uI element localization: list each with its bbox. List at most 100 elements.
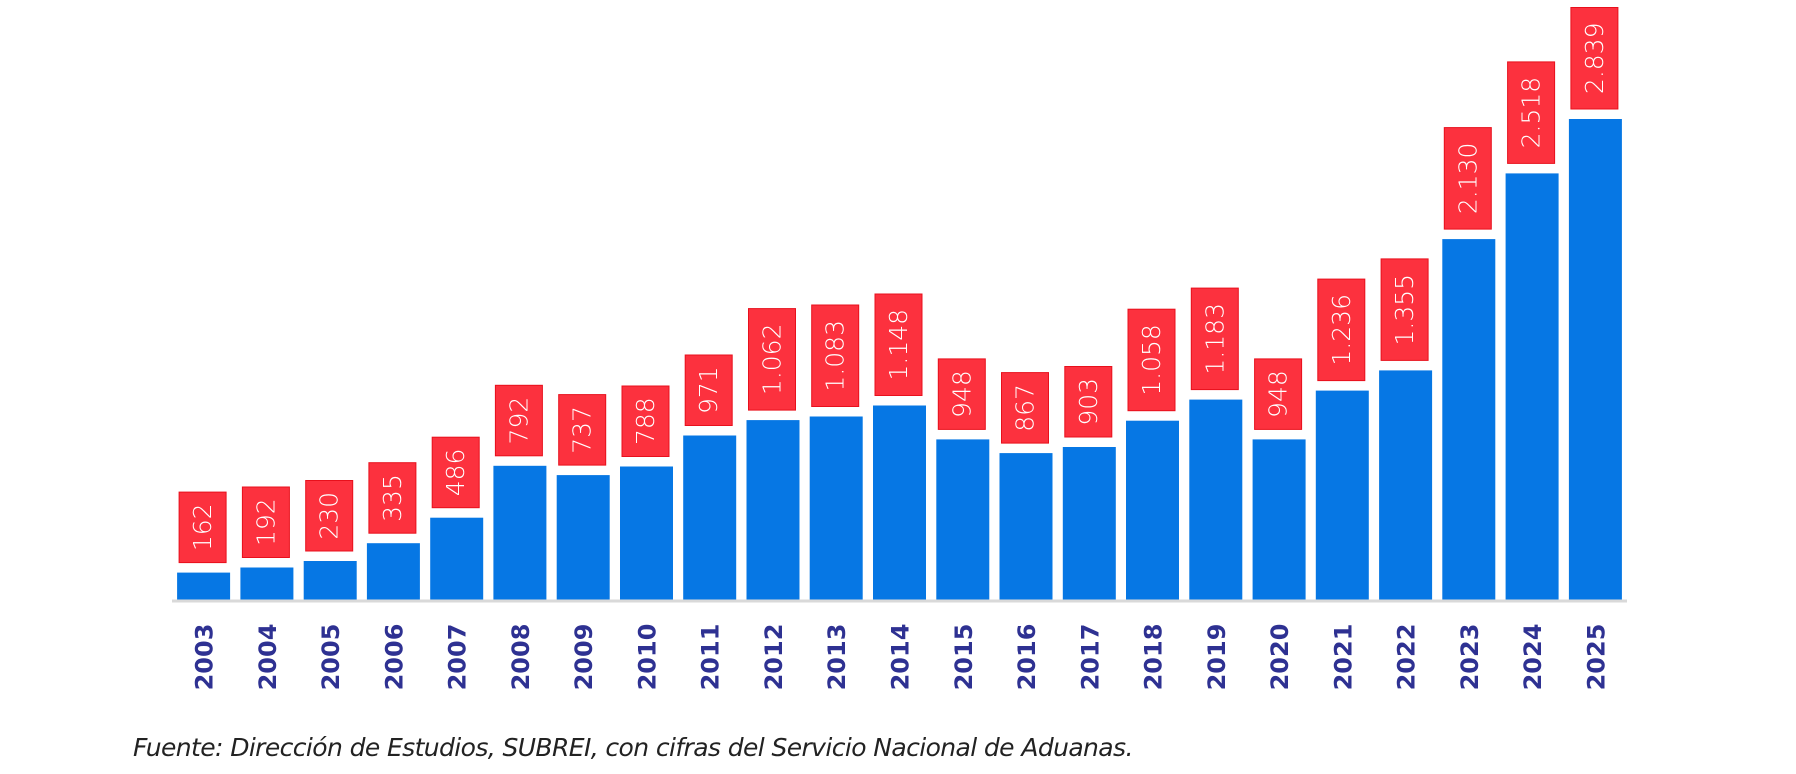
x-tick-label-2005: 2005: [317, 624, 345, 691]
data-label-box: [305, 480, 354, 552]
bar-2023: [1442, 239, 1496, 600]
data-label-text: 971: [694, 366, 723, 414]
data-label-box: [1001, 372, 1049, 444]
bar-2020: [1252, 439, 1306, 600]
x-tick-label-2011: 2011: [697, 624, 725, 691]
data-label-box: [748, 308, 796, 411]
data-label-2012: 1.062: [748, 308, 796, 411]
data-label-box: [1064, 366, 1113, 438]
data-label-2014: 1.148: [874, 293, 923, 396]
data-label-text: 1.062: [758, 324, 787, 396]
data-label-2019: 1.183: [1190, 287, 1239, 391]
data-label-box: [1507, 61, 1556, 164]
x-tick-label-2012: 2012: [760, 624, 788, 691]
x-tick-label-2013: 2013: [823, 624, 851, 691]
bar-2009: [556, 475, 610, 600]
x-tick-label-2014: 2014: [887, 624, 915, 691]
data-label-box: [1127, 308, 1176, 412]
data-label-text: 2.130: [1453, 143, 1482, 215]
data-label-2009: 737: [558, 394, 607, 466]
bar-2010: [620, 466, 673, 600]
data-label-text: 2.839: [1580, 23, 1609, 95]
x-tick-label-2008: 2008: [507, 624, 535, 691]
data-label-text: 2.518: [1517, 77, 1546, 149]
bar-2021: [1315, 390, 1369, 600]
data-label-text: 867: [1011, 384, 1040, 432]
data-label-box: [937, 358, 986, 430]
data-label-text: 1.058: [1137, 324, 1166, 396]
bar-2007: [430, 517, 484, 600]
data-label-2021: 1.236: [1317, 278, 1366, 382]
bar-chart: 162 192 230 335 486 792 737 788 971 1.062 1.083 1.1…: [172, 7, 1627, 691]
data-label-box: [178, 491, 227, 564]
source-footnote: Fuente: Dirección de Estudios, SUBREI, c…: [133, 733, 1133, 762]
data-label-text: 1.183: [1200, 303, 1229, 375]
data-label-box: [1380, 258, 1429, 361]
data-label-box: [1317, 278, 1366, 382]
bar-2019: [1189, 399, 1243, 600]
bar-2005: [303, 561, 357, 600]
data-label-2022: 1.355: [1380, 258, 1429, 361]
bar-2008: [493, 465, 547, 600]
data-label-2007: 486: [431, 436, 480, 509]
data-label-text: 1.083: [821, 320, 850, 392]
x-tick-label-2025: 2025: [1582, 624, 1610, 691]
x-tick-label-2021: 2021: [1329, 624, 1357, 691]
data-label-2025: 2.839: [1570, 7, 1619, 110]
data-label-box: [1254, 358, 1303, 430]
x-tick-label-2006: 2006: [380, 624, 408, 691]
bar-2003: [177, 572, 231, 600]
data-label-text: 1.236: [1327, 294, 1356, 366]
x-tick-label-2016: 2016: [1013, 624, 1041, 691]
bar-2006: [366, 543, 420, 600]
x-tick-label-2007: 2007: [444, 624, 472, 691]
data-label-2016: 867: [1001, 372, 1049, 444]
data-label-text: 792: [504, 397, 533, 445]
data-label-box: [621, 385, 670, 457]
data-label-2010: 788: [621, 385, 670, 457]
data-label-box: [494, 384, 543, 457]
data-label-box: [241, 486, 290, 558]
data-label-2020: 948: [1254, 358, 1303, 430]
bar-2015: [936, 439, 990, 600]
data-label-2003: 162: [178, 491, 227, 564]
bar-2017: [1062, 447, 1116, 600]
bar-2014: [873, 405, 926, 600]
x-tick-label-2003: 2003: [191, 624, 219, 691]
data-label-box: [811, 304, 860, 407]
data-label-text: 192: [251, 498, 280, 546]
x-tick-label-2015: 2015: [950, 624, 978, 691]
data-label-box: [874, 293, 923, 396]
data-label-2011: 971: [684, 354, 733, 426]
data-label-box: [1190, 287, 1239, 391]
data-label-2018: 1.058: [1127, 308, 1176, 412]
data-label-2008: 792: [494, 384, 543, 457]
x-tick-label-2010: 2010: [634, 624, 662, 691]
x-tick-label-2024: 2024: [1519, 624, 1547, 691]
data-label-box: [684, 354, 733, 426]
x-tick-label-2022: 2022: [1393, 624, 1421, 691]
data-label-2015: 948: [937, 358, 986, 430]
bar-2024: [1505, 173, 1559, 600]
x-tick-labels-group: 2003 2004 2005 2006 2007 2008 2009 2010 2011 2012…: [191, 624, 1611, 691]
data-label-text: 948: [947, 370, 976, 418]
data-label-2023: 2.130: [1443, 127, 1492, 230]
data-label-box: [368, 462, 417, 534]
data-label-text: 1.148: [884, 309, 913, 381]
bar-2011: [683, 435, 737, 600]
bar-2004: [240, 567, 294, 600]
data-label-2006: 335: [368, 462, 417, 534]
data-label-2005: 230: [305, 480, 354, 552]
data-label-box: [1570, 7, 1619, 110]
x-tick-label-2019: 2019: [1203, 624, 1231, 691]
data-label-text: 788: [631, 397, 660, 445]
data-label-text: 1.355: [1390, 274, 1419, 346]
data-label-text: 737: [568, 406, 597, 454]
data-label-2004: 192: [241, 486, 290, 558]
bar-2022: [1379, 370, 1433, 600]
data-label-text: 335: [378, 474, 407, 522]
x-tick-label-2018: 2018: [1140, 624, 1168, 691]
x-tick-label-2020: 2020: [1266, 624, 1294, 691]
bar-2016: [999, 453, 1053, 600]
bars-group: [177, 119, 1622, 600]
